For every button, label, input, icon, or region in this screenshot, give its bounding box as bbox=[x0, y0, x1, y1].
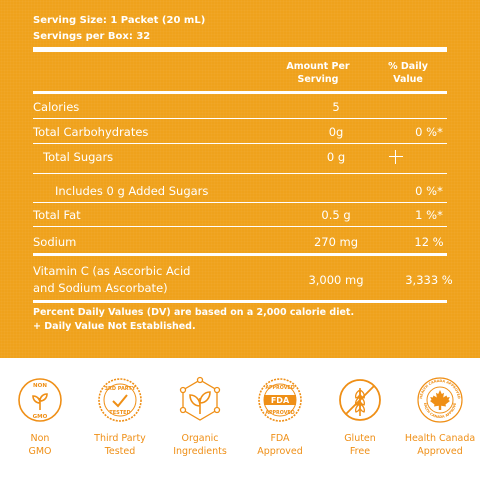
organic-leaf-icon bbox=[179, 376, 221, 421]
svg-text:GMO: GMO bbox=[33, 414, 48, 420]
badge-non-gmo: NON GMO Non GMO bbox=[0, 376, 80, 458]
badge-label: Health Canada Approved bbox=[404, 433, 476, 457]
badge-label: Third Party Tested bbox=[94, 433, 146, 457]
badge-fda-approved: APPROVED FDA APPROVED FDA Approved bbox=[240, 376, 320, 458]
maple-leaf-icon: HEALTH CANADA APPROVED HEALTH CANADA APP… bbox=[416, 376, 463, 423]
amount-per-serving-header: Amount Per Serving bbox=[286, 61, 350, 85]
badge-label: Gluten Free bbox=[344, 433, 376, 457]
third-party-tested-icon: 3RD PARTY TESTED bbox=[98, 378, 142, 422]
row-divider bbox=[33, 202, 447, 203]
thick-rule bbox=[33, 47, 447, 52]
badge-label: Organic Ingredients bbox=[173, 433, 227, 457]
fda-approved-icon: APPROVED FDA APPROVED bbox=[258, 378, 302, 422]
badge-organic-ingredients: Organic Ingredients bbox=[160, 376, 240, 458]
nutrition-facts-panel: Serving Size: 1 Packet (20 mL) Servings … bbox=[0, 0, 480, 358]
row-divider bbox=[33, 173, 447, 174]
thick-divider bbox=[33, 300, 447, 303]
row-divider bbox=[33, 226, 447, 227]
svg-text:TESTED: TESTED bbox=[109, 410, 130, 416]
footnote-not-established: + Daily Value Not Established. bbox=[33, 321, 196, 332]
servings-per-box: Servings per Box: 32 bbox=[33, 31, 151, 42]
badge-label: FDA Approved bbox=[257, 433, 303, 457]
certification-badges: NON GMO Non GMO 3RD PARTY TESTED Third Pa… bbox=[0, 358, 480, 480]
nutrient-row-vitamin-c: Vitamin C (as Ascorbic Acid and Sodium A… bbox=[33, 264, 453, 295]
header-rule bbox=[33, 91, 447, 94]
svg-text:APPROVED: APPROVED bbox=[265, 410, 294, 416]
svg-text:FDA: FDA bbox=[271, 396, 290, 405]
badge-third-party-tested: 3RD PARTY TESTED Third Party Tested bbox=[80, 376, 160, 458]
svg-text:NON: NON bbox=[33, 383, 47, 389]
gluten-free-icon bbox=[339, 379, 381, 421]
badge-health-canada-approved: HEALTH CANADA APPROVED HEALTH CANADA APP… bbox=[400, 376, 480, 458]
badge-gluten-free: Gluten Free bbox=[320, 376, 400, 458]
badge-label: Non GMO bbox=[28, 433, 52, 457]
row-divider bbox=[33, 118, 447, 119]
serving-size: Serving Size: 1 Packet (20 mL) bbox=[33, 15, 206, 26]
svg-text:3RD PARTY: 3RD PARTY bbox=[105, 386, 136, 392]
row-divider bbox=[33, 143, 447, 144]
footnote-daily-values: Percent Daily Values (DV) are based on a… bbox=[33, 307, 355, 318]
svg-text:APPROVED: APPROVED bbox=[265, 385, 294, 391]
thick-divider bbox=[33, 253, 447, 256]
non-gmo-icon: NON GMO bbox=[18, 378, 62, 422]
not-established-cross-icon bbox=[389, 150, 403, 164]
daily-value-header: % Daily Value bbox=[388, 61, 428, 85]
